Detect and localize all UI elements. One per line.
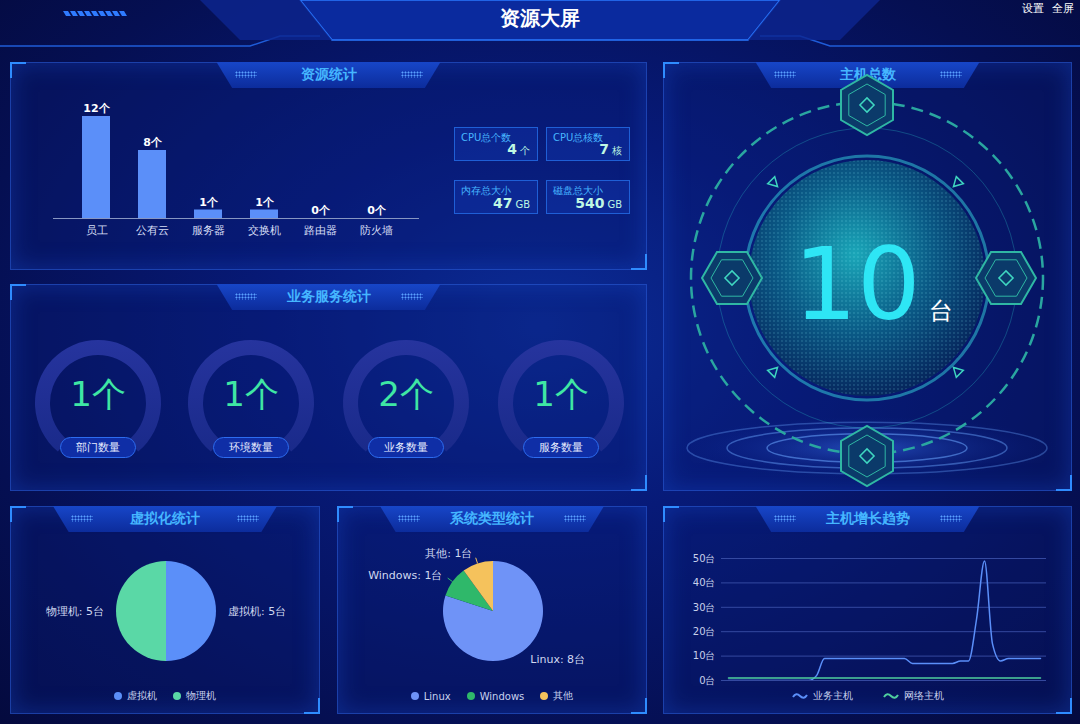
svg-text:防火墙: 防火墙 [360, 224, 393, 237]
svg-text:1个: 1个 [199, 196, 219, 209]
html-text:环境数量: 环境数量 [229, 441, 273, 454]
html-text:网络主机: 网络主机 [903, 690, 944, 701]
svg-text:0台: 0台 [699, 675, 715, 686]
html-text:资源统计: 资源统计 [300, 66, 357, 82]
svg-text:1个: 1个 [255, 196, 275, 209]
svg-text:其他: 1台: 其他: 1台 [425, 547, 472, 560]
html-text:服务数量: 服务数量 [539, 441, 583, 454]
html-text:CPU总个数: CPU总个数 [461, 132, 512, 143]
html-text:设置: 设置 [1022, 2, 1044, 15]
html-text:业务主机: 业务主机 [812, 690, 853, 701]
svg-text:0个: 0个 [311, 204, 331, 217]
html-text:主机增长趋势: 主机增长趋势 [825, 510, 910, 526]
svg-text:2个: 2个 [378, 374, 434, 414]
html-text:47GB: 47GB [492, 195, 530, 211]
html-text:物理机: 物理机 [186, 690, 216, 701]
svg-text:路由器: 路由器 [304, 224, 337, 237]
svg-text:40台: 40台 [693, 577, 716, 588]
html-text:7 核: 7 核 [599, 141, 622, 157]
svg-text:50台: 50台 [693, 553, 716, 564]
html-text:资源大屏: 资源大屏 [500, 6, 580, 30]
svg-text:8个: 8个 [143, 136, 163, 149]
svg-text:30台: 30台 [693, 602, 716, 613]
html-text:虚拟化统计: 虚拟化统计 [130, 510, 200, 526]
html-text:部门数量: 部门数量 [76, 441, 120, 454]
svg-text:1个: 1个 [533, 374, 589, 414]
html-text:业务服务统计: 业务服务统计 [286, 288, 371, 304]
svg-text:12个: 12个 [83, 102, 110, 115]
html-text:Linux: Linux [423, 690, 451, 702]
svg-text:20台: 20台 [693, 626, 716, 637]
svg-text:公有云: 公有云 [136, 224, 169, 237]
html-text:系统类型统计: 系统类型统计 [450, 510, 534, 526]
svg-text:10台: 10台 [693, 650, 716, 661]
svg-text:Linux: 8台: Linux: 8台 [530, 653, 585, 666]
html-text:磁盘总大小: 磁盘总大小 [553, 185, 603, 196]
html-text:CPU总核数: CPU总核数 [553, 132, 604, 143]
html-text:其他: 其他 [553, 690, 574, 701]
svg-text:员工: 员工 [86, 224, 108, 237]
svg-text:0个: 0个 [367, 204, 387, 217]
svg-text:虚拟机: 5台: 虚拟机: 5台 [228, 605, 286, 618]
html-text:4 个: 4 个 [507, 141, 530, 157]
html-text:Windows: Windows [479, 690, 525, 702]
html-text:主机总数: 主机总数 [839, 66, 896, 82]
html-text:全屏: 全屏 [1052, 2, 1074, 15]
html-text:内存总大小: 内存总大小 [461, 185, 511, 196]
svg-text:10台: 10台 [793, 226, 952, 343]
html-text:业务数量: 业务数量 [384, 441, 428, 454]
html-text:虚拟机: 虚拟机 [127, 690, 157, 701]
svg-text:交换机: 交换机 [248, 224, 281, 237]
html-text:540GB: 540GB [575, 195, 622, 211]
svg-text:1个: 1个 [223, 374, 279, 414]
svg-text:Windows: 1台: Windows: 1台 [368, 569, 442, 582]
svg-text:服务器: 服务器 [192, 224, 225, 237]
svg-text:物理机: 5台: 物理机: 5台 [46, 605, 104, 618]
svg-text:1个: 1个 [70, 374, 126, 414]
